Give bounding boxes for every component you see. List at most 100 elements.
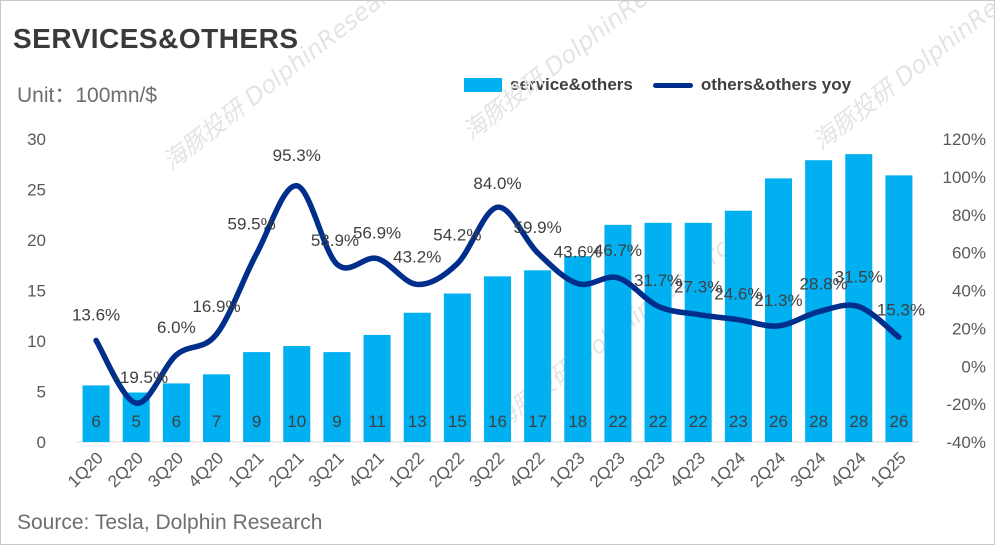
line-data-label: 6.0% (157, 318, 196, 337)
bar (724, 210, 752, 442)
bar (363, 334, 391, 442)
x-axis-label: 1Q24 (706, 448, 749, 491)
bar (644, 222, 672, 442)
bar-label: 17 (528, 412, 547, 431)
left-axis-tick: 10 (27, 332, 46, 351)
x-axis-label: 4Q21 (345, 448, 388, 491)
bar-label: 22 (649, 412, 668, 431)
legend-bar-swatch (464, 78, 502, 92)
bar (323, 352, 351, 442)
x-axis-label: 1Q25 (867, 448, 910, 491)
right-axis-tick: 60% (952, 244, 986, 263)
x-axis-label: 3Q22 (465, 448, 508, 491)
line-data-label: 95.3% (273, 146, 321, 165)
source-note: Source: Tesla, Dolphin Research (17, 511, 323, 534)
bar (203, 374, 230, 442)
right-axis-tick: 80% (952, 206, 986, 225)
x-axis-label: 4Q20 (184, 448, 227, 491)
line-data-label: 59.9% (514, 218, 562, 237)
bars (82, 154, 913, 443)
bar-label: 16 (488, 412, 507, 431)
right-axis-tick: 20% (952, 319, 986, 338)
unit-label: Unit：100mn/$ (17, 84, 158, 107)
bar-label: 26 (889, 412, 908, 431)
x-axis-label: 3Q24 (787, 448, 830, 491)
bar-labels: 6 5 6 7 9 10 9 11 13 15 16 17 18 22 22 22 23 26 28 28 26 (91, 412, 908, 431)
bar-label: 7 (212, 412, 221, 431)
line-data-label: 56.9% (353, 223, 401, 242)
line-data-label: 84.0% (473, 174, 521, 193)
x-axis-label: 3Q23 (626, 448, 669, 491)
x-axis-label: 4Q22 (506, 448, 549, 491)
bar (564, 256, 592, 442)
bar-label: 11 (368, 412, 386, 431)
line-labels: 13.6% -19.5% 6.0% 16.9% 59.5% 95.3% 53.9%56.9%… (72, 146, 925, 387)
bar-label: 18 (568, 412, 587, 431)
bar (845, 154, 873, 442)
bar-label: 13 (408, 412, 427, 431)
left-axis-tick: 15 (27, 282, 46, 301)
bar-label: 9 (252, 412, 261, 431)
x-axis-label: 4Q23 (666, 448, 709, 491)
left-axis-tick: 0 (37, 433, 46, 452)
bar-label: 26 (769, 412, 788, 431)
x-axis-label: 2Q23 (586, 448, 629, 491)
yoy-line-path (93, 183, 902, 406)
bar (243, 352, 271, 442)
bar (604, 224, 632, 442)
line-data-label: 28.8% (800, 275, 848, 294)
line-data-label: 53.9% (311, 231, 359, 250)
x-axis-label: 3Q21 (305, 448, 348, 491)
yoy-line (93, 183, 902, 406)
x-axis-label: 4Q24 (827, 448, 870, 491)
line-data-label: 46.7% (594, 241, 642, 260)
bar-label: 28 (809, 412, 828, 431)
line-data-label: 21.3% (754, 291, 802, 310)
line-data-label: 31.7% (634, 271, 682, 290)
bar-label: 5 (131, 412, 140, 431)
line-data-label: 15.3% (877, 300, 925, 319)
bar-label: 22 (608, 412, 627, 431)
bar-label: 9 (332, 412, 341, 431)
line-data-label: -19.5% (114, 368, 168, 387)
bar (162, 383, 190, 442)
watermark-text: 海豚投研 DolphinResearch (457, 1, 717, 146)
legend-bar-label: service&others (510, 75, 633, 94)
line-data-label: 54.2% (433, 226, 481, 245)
line-data-label: 43.6% (554, 243, 602, 262)
x-labels: 1Q202Q203Q204Q201Q212Q213Q214Q211Q222Q22… (64, 448, 910, 491)
chart-title: SERVICES&OTHERS (13, 23, 299, 54)
bar-label: 22 (689, 412, 708, 431)
x-axis-label: 2Q20 (104, 448, 147, 491)
right-axis-tick: 100% (943, 168, 986, 187)
bar (82, 385, 110, 442)
bar-label: 15 (448, 412, 467, 431)
bar-label: 6 (91, 412, 100, 431)
bar-label: 23 (729, 412, 748, 431)
bar (403, 312, 431, 442)
line-data-label: 43.2% (393, 247, 441, 266)
bar (765, 178, 792, 442)
right-axis-tick: -20% (946, 395, 986, 414)
line-data-label: 27.3% (674, 278, 722, 297)
bar (443, 293, 471, 442)
legend-line-swatch (652, 82, 693, 88)
line-data-label: 31.5% (835, 268, 883, 287)
x-axis-label: 2Q22 (425, 448, 468, 491)
x-axis-label: 1Q21 (225, 448, 268, 491)
bar (885, 175, 913, 443)
x-axis-label: 1Q23 (546, 448, 589, 491)
right-axis-tick: 120% (943, 130, 986, 149)
legend: service&others others&others yoy (464, 75, 851, 95)
left-axis-tick: 25 (27, 181, 46, 200)
x-axis-label: 1Q20 (64, 448, 107, 491)
bar (283, 346, 311, 442)
bar (524, 270, 552, 442)
right-axis-tick: -40% (946, 433, 986, 452)
bar (684, 222, 712, 442)
left-axis-tick: 30 (27, 130, 46, 149)
x-axis-label: 2Q21 (265, 448, 308, 491)
line-data-label: 24.6% (714, 285, 762, 304)
